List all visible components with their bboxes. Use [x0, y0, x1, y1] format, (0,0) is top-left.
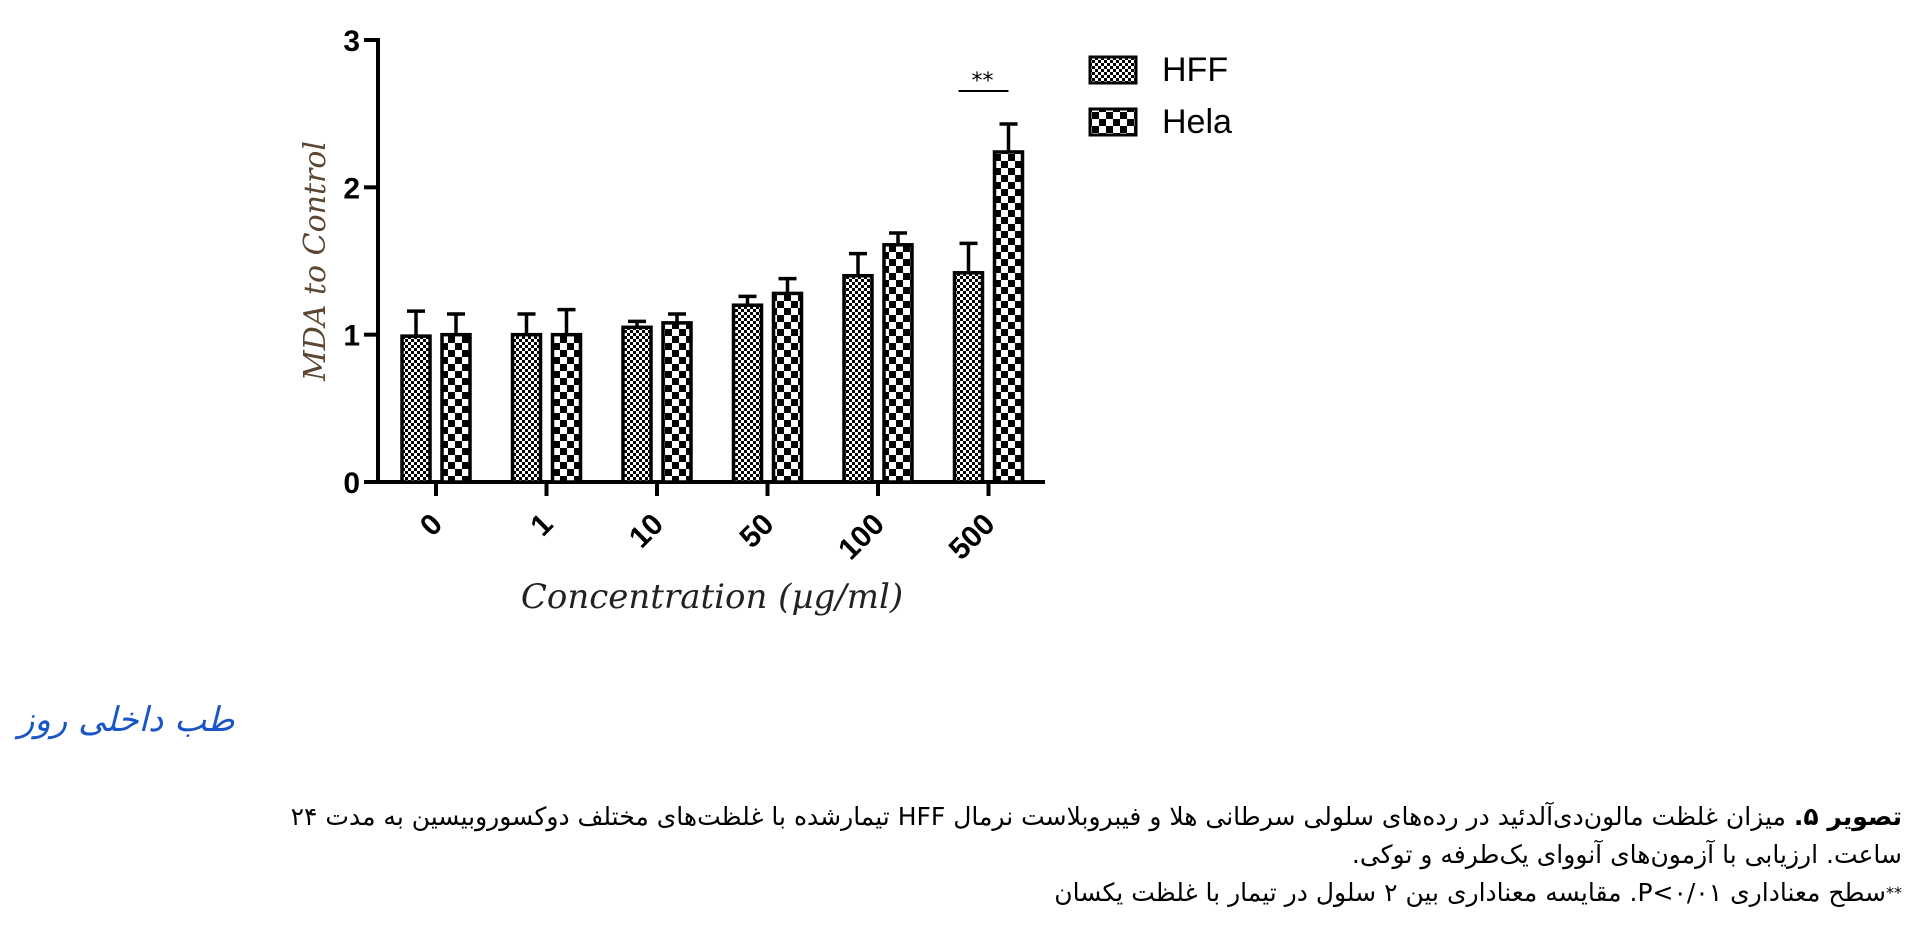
journal-watermark: طب داخلی روز: [18, 700, 235, 740]
caption-line-3: **سطح معناداری P<۰/۰۱. مقایسه معناداری ب…: [22, 874, 1902, 912]
bar-chart: 0 1 2 3 0 1 10 50 100 500 Concentration (µg/ml) MDA…: [298, 25, 1232, 617]
legend-label-hff: HFF: [1162, 51, 1228, 89]
legend-swatch-hff: [1088, 55, 1138, 85]
x-tick-label: 50: [734, 508, 781, 555]
x-tick-label: 1: [524, 508, 559, 543]
caption-cell-line: HFF: [897, 802, 946, 831]
x-tick-label: 0: [414, 508, 449, 543]
bar-hela: [440, 332, 472, 484]
bar-hff: [510, 332, 543, 484]
y-tick-label: 3: [343, 25, 360, 58]
bar-hff: [621, 325, 653, 484]
bar-hela: [661, 321, 693, 484]
legend: HFF Hela: [1088, 51, 1232, 141]
bar-hela: [771, 291, 804, 484]
bar-hff: [952, 271, 985, 484]
y-axis-title: MDA to Control: [298, 141, 333, 382]
x-tick-label: 10: [623, 508, 670, 555]
bar-hela: [882, 243, 914, 484]
legend-swatch-hela: [1088, 107, 1138, 137]
legend-label-hela: Hela: [1162, 103, 1232, 141]
x-tick-label: 100: [832, 508, 891, 567]
significance-mark: **: [1886, 883, 1902, 902]
figure-label: تصویر ۵.: [1793, 802, 1902, 831]
y-tick-label: 1: [343, 320, 360, 353]
significance-annotation: **: [958, 69, 1009, 94]
caption-text-a: میزان غلظت مالون‌دی‌آلدئید در رده‌های سل…: [945, 802, 1794, 831]
caption-text-c: تیمارشده با غلظت‌های مختلف دوکسوروبیسین …: [290, 802, 898, 831]
bar-hff: [842, 273, 874, 484]
bar-hff: [400, 334, 432, 484]
caption-line-2: ساعت. ارزیابی با آزمون‌های آنووای یک‌طرف…: [1351, 840, 1902, 869]
significance-stars: **: [972, 69, 994, 94]
bars-layer: [400, 122, 1025, 484]
figure-caption: تصویر ۵. میزان غلظت مالون‌دی‌آلدئید در ر…: [22, 798, 1902, 912]
y-tick-label: 2: [343, 172, 360, 205]
x-axis-title: Concentration (µg/ml): [521, 577, 903, 617]
bar-hela: [992, 150, 1025, 484]
bar-hela: [550, 332, 583, 484]
significance-note: سطح معناداری P<۰/۰۱. مقایسه معناداری بین…: [1054, 878, 1886, 907]
y-tick-label: 0: [343, 467, 360, 500]
x-tick-label: 500: [943, 508, 1002, 567]
axes: 0 1 2 3 0 1 10 50 100 500 Concentration (µg/ml) MDA…: [298, 25, 1045, 617]
bar-hff: [731, 303, 764, 484]
caption-line-1: تصویر ۵. میزان غلظت مالون‌دی‌آلدئید در ر…: [22, 798, 1902, 836]
